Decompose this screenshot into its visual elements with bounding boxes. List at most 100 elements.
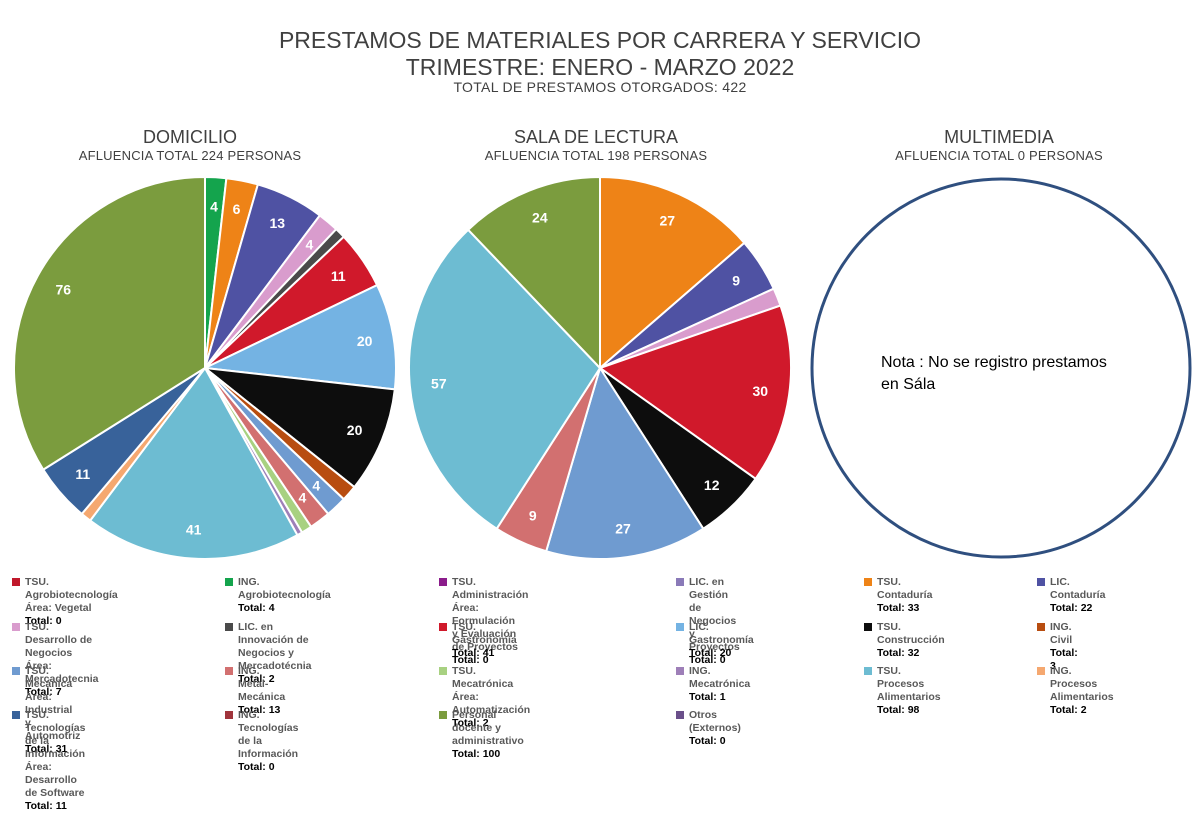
slice-label: 27 <box>615 520 631 536</box>
legend-swatch <box>439 667 447 675</box>
legend-label-text: TSU. Mecatrónica Área: Automatización <box>452 665 531 716</box>
legend-total: Total: 1 <box>689 691 726 703</box>
legend-label-text: TSU. Mecánica Área: Industrial y Automot… <box>25 665 81 742</box>
legend-label-text: ING. Metal-Mecánica <box>238 665 286 703</box>
legend-total: Total: 98 <box>877 704 920 716</box>
legend-total: Total: 7 <box>25 686 62 698</box>
pie-slice <box>201 366 396 489</box>
slice-label: 27 <box>659 213 675 229</box>
pie-title-multimedia: MULTIMEDIA <box>944 127 1054 147</box>
legend-label: ING. Tecnologías de la Información Total:… <box>238 709 298 774</box>
legend-total: Total: 0 <box>689 654 726 666</box>
pie-slice <box>597 304 792 481</box>
legend-label: TSU. Desarrollo de Negocios Área: Mercad… <box>25 621 99 699</box>
pie-slice <box>88 366 299 560</box>
legend-label-text: LIC. en Gestión de Negocios y Proyectos <box>689 576 740 653</box>
legend-swatch <box>12 578 20 586</box>
legend-label: TSU. Mecatrónica Área: Automatización Tot… <box>452 665 530 730</box>
pie-title-sala: SALA DE LECTURA <box>513 127 679 147</box>
legend: TSU. Agrobiotecnología Área: Vegetal Tota… <box>12 576 1114 812</box>
legend-swatch <box>864 623 872 631</box>
legend-swatch <box>676 711 684 719</box>
pie-slice <box>599 175 746 371</box>
chart-total: TOTAL DE PRESTAMOS OTORGADOS: 422 <box>453 79 747 95</box>
legend-label: TSU. Contaduría Total: 33 <box>877 576 932 615</box>
legend-label-text: LIC. en Innovación de Negocios y Mercado… <box>238 621 312 672</box>
slice-label: 13 <box>269 215 285 231</box>
legend-total: Total: 3 <box>1050 647 1078 672</box>
chart-subtitle: TRIMESTRE: ENERO - MARZO 2022 <box>405 54 795 80</box>
legend-label-text: ING. Civil <box>1050 621 1073 646</box>
slice-label: 30 <box>752 383 768 399</box>
legend-label-text: ING. Procesos Alimentarios <box>1050 665 1114 703</box>
legend-label: LIC. Gastronomía Total: 20 <box>689 621 754 660</box>
legend-label: LIC. Contaduría Total: 22 <box>1050 576 1105 615</box>
legend-label-text: TSU. Desarrollo de Negocios Área: Mercad… <box>25 621 99 685</box>
legend-label: Personal docente y administrativo Total: … <box>452 709 524 761</box>
legend-total: Total: 2 <box>238 673 275 685</box>
slice-label: 11 <box>331 268 346 284</box>
legend-total: Total: 0 <box>452 654 489 666</box>
legend-swatch <box>12 667 20 675</box>
legend-label-text: TSU. Contaduría <box>877 576 933 601</box>
legend-label-text: TSU. Agrobiotecnología Área: Vegetal <box>25 576 118 614</box>
slice-label: 57 <box>431 375 447 391</box>
legend-total: Total: 11 <box>25 800 67 812</box>
pie-subtitle-multimedia: AFLUENCIA TOTAL 0 PERSONAS <box>895 148 1103 163</box>
pie-slice <box>544 365 705 560</box>
pie-empty-circle <box>810 177 1192 559</box>
legend-swatch <box>676 578 684 586</box>
legend-label: ING. Mecatrónica Total: 1 <box>689 665 750 704</box>
pie-subtitle-sala: AFLUENCIA TOTAL 198 PERSONAS <box>484 148 708 163</box>
legend-total: Total: 0 <box>25 615 62 627</box>
legend-swatch <box>439 623 447 631</box>
legend-swatch <box>225 623 233 631</box>
pie-slice <box>201 283 397 391</box>
legend-total: Total: 32 <box>877 647 920 659</box>
legend-label: TSU. Administración Área: Formulación y … <box>452 576 528 667</box>
legend-label: LIC. en Innovación de Negocios y Mercado… <box>238 621 312 686</box>
legend-label: ING. Metal-Mecánica Total: 13 <box>238 665 285 717</box>
legend-label-text: ING. Tecnologías de la Información <box>238 709 299 760</box>
legend-label-text: TSU. Gastronomía <box>452 621 517 646</box>
legend-label-text: ING. Mecatrónica <box>689 665 751 690</box>
legend-total: Total: 2 <box>452 717 489 729</box>
legend-swatch <box>12 623 20 631</box>
legend-swatch <box>676 623 684 631</box>
slice-label: 4 <box>298 489 306 505</box>
legend-swatch <box>1037 667 1045 675</box>
pie-title-domicilio: DOMICILIO <box>142 127 237 147</box>
legend-label: TSU. Construcción Total: 32 <box>877 621 945 660</box>
legend-label: LIC. en Gestión de Negocios y Proyectos T… <box>689 576 740 667</box>
legend-label: TSU. Agrobiotecnología Área: Vegetal Tota… <box>25 576 118 628</box>
legend-label-text: Personal docente y administrativo <box>452 709 524 747</box>
legend-label: TSU. Tecnologías de la Información Área:… <box>25 709 85 813</box>
legend-label: TSU. Mecánica Área: Industrial y Automot… <box>25 665 80 756</box>
legend-label-text: TSU. Construcción <box>877 621 945 646</box>
legend-swatch <box>864 667 872 675</box>
chart-title: PRESTAMOS DE MATERIALES POR CARRERA Y SE… <box>278 27 922 53</box>
slice-label: 4 <box>306 236 314 252</box>
legend-total: Total: 22 <box>1050 602 1093 614</box>
legend-total: Total: 13 <box>238 704 281 716</box>
legend-swatch <box>676 667 684 675</box>
legend-label-text: TSU. Tecnologías de la Información Área:… <box>25 709 86 799</box>
pie-sala-de-lectura: 27 9 30 12 27 9 57 24 <box>408 175 792 560</box>
pie-slice <box>408 228 602 531</box>
legend-swatch <box>439 711 447 719</box>
legend-label: Otros (Externos) Total: 0 <box>689 709 741 748</box>
slice-label: 12 <box>704 477 720 493</box>
legend-swatch <box>225 711 233 719</box>
legend-total: Total: 41 <box>452 647 495 659</box>
slice-label: 24 <box>532 210 548 226</box>
slice-label: 6 <box>233 201 241 217</box>
slice-label: 20 <box>347 422 363 438</box>
pie-slice <box>13 175 206 471</box>
slice-label: 41 <box>186 522 202 538</box>
slice-label: 9 <box>529 507 537 523</box>
pie-subtitle-domicilio: AFLUENCIA TOTAL 224 PERSONAS <box>78 148 302 163</box>
legend-label: TSU. Gastronomía Total: 41 <box>452 621 517 660</box>
legend-swatch <box>225 578 233 586</box>
legend-total: Total: 20 <box>689 647 732 659</box>
legend-label: ING. Agrobiotecnología Total: 4 <box>238 576 331 615</box>
